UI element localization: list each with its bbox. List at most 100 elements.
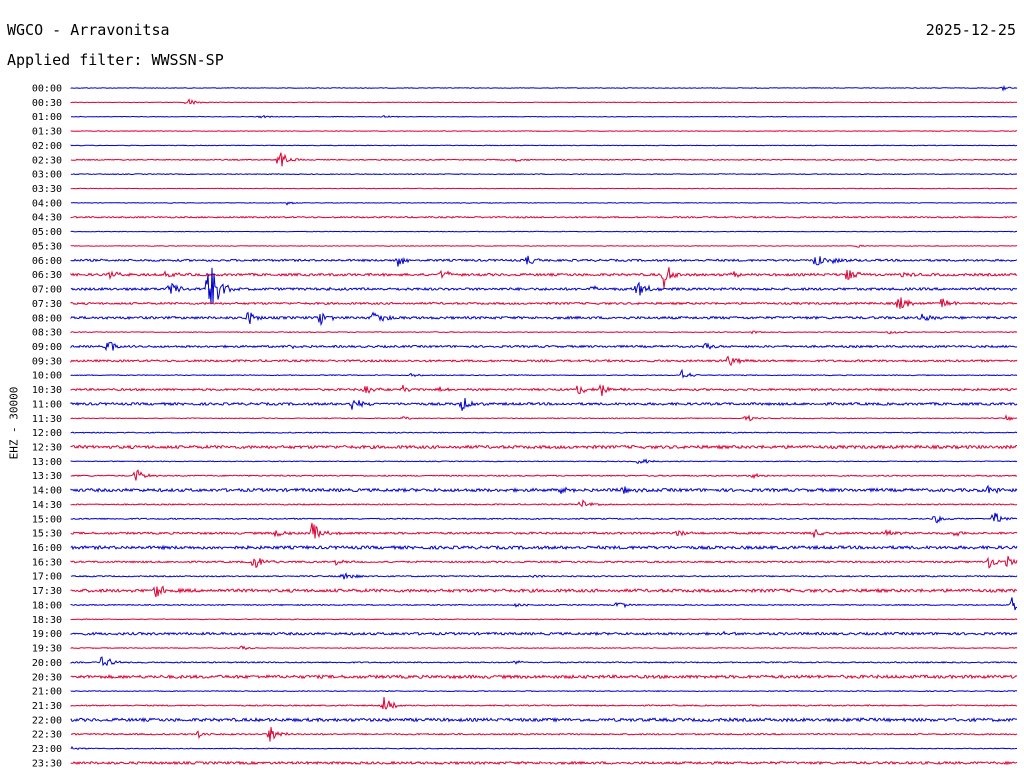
trace-2230 — [70, 727, 1018, 742]
time-label-0500: 05:00 — [32, 227, 62, 238]
time-label-1530: 15:30 — [32, 529, 62, 540]
time-label-2300: 23:00 — [32, 744, 62, 755]
trace-1400 — [70, 484, 1018, 495]
time-label-0300: 03:00 — [32, 170, 62, 181]
time-label-0530: 05:30 — [32, 241, 62, 252]
time-label-1730: 17:30 — [32, 586, 62, 597]
trace-0330 — [70, 187, 1018, 190]
time-label-0600: 06:00 — [32, 256, 62, 267]
trace-1600 — [70, 544, 1018, 551]
channel-axis-label: EHZ - 30000 — [7, 386, 21, 460]
time-label-0800: 08:00 — [32, 313, 62, 324]
trace-1100 — [70, 398, 1018, 411]
time-label-1300: 13:00 — [32, 457, 62, 468]
trace-0630 — [70, 267, 1018, 289]
trace-0430 — [70, 215, 1017, 219]
filter-label: Applied filter: WWSSN-SP — [7, 51, 224, 69]
trace-2100 — [70, 690, 1018, 693]
trace-1230 — [70, 444, 1017, 450]
time-label-0000: 00:00 — [32, 84, 62, 95]
time-label-0730: 07:30 — [32, 299, 62, 310]
time-label-0930: 09:30 — [32, 356, 62, 367]
trace-0700 — [70, 267, 1018, 305]
time-label-0830: 08:30 — [32, 328, 62, 339]
time-label-2100: 21:00 — [32, 687, 62, 698]
time-label-1800: 18:00 — [32, 600, 62, 611]
trace-1200 — [70, 431, 1018, 434]
trace-2330 — [70, 760, 1018, 766]
trace-2200 — [70, 716, 1018, 723]
time-label-0900: 09:00 — [32, 342, 62, 353]
trace-0030 — [70, 98, 1018, 106]
trace-0400 — [70, 201, 1018, 206]
date-label: 2025-12-25 — [925, 21, 1016, 39]
trace-1800 — [70, 597, 1018, 611]
trace-1630 — [70, 556, 1018, 569]
trace-1730 — [70, 585, 1017, 598]
trace-0000 — [70, 84, 1018, 92]
time-label-0200: 02:00 — [32, 141, 62, 152]
trace-1030 — [70, 383, 1018, 397]
trace-1330 — [70, 469, 1017, 481]
trace-0600 — [70, 255, 1018, 267]
trace-2130 — [70, 697, 1018, 711]
time-label-0230: 02:30 — [32, 155, 62, 166]
time-label-1900: 19:00 — [32, 629, 62, 640]
trace-1700 — [70, 572, 1018, 580]
time-label-0700: 07:00 — [32, 285, 62, 296]
trace-0730 — [70, 297, 1018, 309]
trace-1500 — [70, 512, 1018, 524]
trace-0830 — [70, 330, 1018, 335]
time-label-1630: 16:30 — [32, 557, 62, 568]
time-label-1400: 14:00 — [32, 486, 62, 497]
time-label-1930: 19:30 — [32, 644, 62, 655]
trace-0130 — [70, 130, 1017, 132]
trace-1300 — [70, 458, 1018, 465]
time-label-1030: 10:30 — [32, 385, 62, 396]
trace-1930 — [70, 645, 1018, 651]
time-label-1500: 15:00 — [32, 514, 62, 525]
trace-2030 — [70, 673, 1018, 680]
trace-0500 — [70, 230, 1018, 233]
trace-0230 — [70, 152, 1018, 167]
time-label-2130: 21:30 — [32, 701, 62, 712]
time-label-0430: 04:30 — [32, 213, 62, 224]
trace-2000 — [70, 656, 1018, 667]
time-label-0330: 03:30 — [32, 184, 62, 195]
time-label-1130: 11:30 — [32, 414, 62, 425]
time-label-2000: 20:00 — [32, 658, 62, 669]
time-label-0130: 01:30 — [32, 127, 62, 138]
trace-1430 — [70, 499, 1018, 508]
time-label-1830: 18:30 — [32, 615, 62, 626]
trace-0300 — [70, 173, 1018, 176]
trace-1830 — [70, 618, 1018, 621]
time-label-0400: 04:00 — [32, 198, 62, 209]
trace-1530 — [70, 522, 1018, 539]
time-label-2030: 20:30 — [32, 672, 62, 683]
time-label-0030: 00:30 — [32, 98, 62, 109]
trace-0800 — [70, 311, 1018, 327]
time-label-0630: 06:30 — [32, 270, 62, 281]
time-label-2200: 22:00 — [32, 715, 62, 726]
time-label-2230: 22:30 — [32, 730, 62, 741]
time-label-1000: 10:00 — [32, 371, 62, 382]
time-label-1430: 14:30 — [32, 500, 62, 511]
trace-0100 — [70, 114, 1018, 119]
trace-1130 — [70, 414, 1018, 422]
time-labels: 00:00 00:30 01:00 01:30 02:00 02:30 03:00 03:30… — [32, 84, 62, 770]
time-label-1330: 13:30 — [32, 471, 62, 482]
trace-0900 — [70, 341, 1018, 352]
time-label-1600: 16:00 — [32, 543, 62, 554]
station-title: WGCO - Arravonitsa — [7, 21, 170, 39]
time-label-1200: 12:00 — [32, 428, 62, 439]
trace-0530 — [70, 244, 1017, 248]
trace-2300 — [70, 745, 1018, 751]
time-label-1700: 17:00 — [32, 572, 62, 583]
trace-0200 — [70, 144, 1018, 147]
trace-1900 — [70, 630, 1018, 637]
trace-1000 — [70, 368, 1018, 379]
time-label-1100: 11:00 — [32, 399, 62, 410]
time-label-2330: 23:30 — [32, 758, 62, 769]
trace-layer — [70, 84, 1018, 766]
